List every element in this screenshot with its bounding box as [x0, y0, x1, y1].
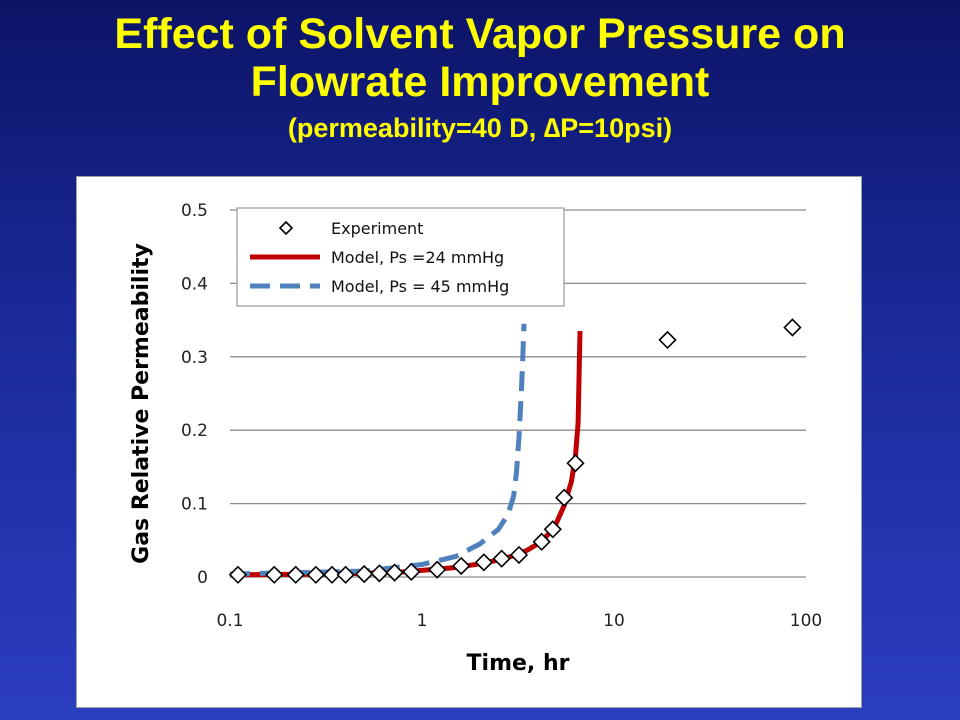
data-point	[322, 565, 342, 584]
data-point	[370, 564, 389, 583]
y-tick-label: 0.2	[181, 421, 208, 441]
y-tick-label: 0.3	[181, 348, 208, 368]
y-tick-label: 0.5	[181, 201, 208, 221]
plot-area	[228, 318, 802, 584]
y-axis-title: Gas Relative Permeability	[129, 243, 154, 564]
data-point	[428, 560, 447, 579]
x-tick-label: 1	[417, 611, 428, 631]
series-line-2	[229, 323, 527, 577]
data-point	[286, 565, 305, 584]
title-subtitle: (permeability=40 D, ∆P=10psi)	[287, 113, 673, 143]
data-point	[265, 565, 284, 584]
x-tick-labels: 0.1 1 10 100	[216, 611, 822, 631]
data-point	[385, 563, 404, 582]
data-point	[306, 565, 325, 584]
title-line-1: Effect of Solvent Vapor Pressure on	[114, 10, 846, 58]
legend-marker	[278, 220, 294, 236]
data-point	[336, 565, 355, 584]
x-tick-label: 10	[603, 611, 625, 631]
data-point	[658, 330, 677, 350]
x-tick-label: 0.1	[216, 611, 243, 631]
legend-label: Experiment	[331, 219, 423, 238]
data-point	[509, 545, 529, 565]
data-point	[228, 565, 248, 584]
legend-label: Model, Ps = 45 mmHg	[331, 277, 509, 296]
y-tick-label: 0	[197, 568, 208, 588]
legend: Experiment Model, Ps =24 mmHg Model, Ps = …	[236, 207, 565, 307]
y-tick-label: 0.1	[181, 495, 208, 515]
chart-panel: 0 0.1 0.2 0.3 0.4 0.5 0.1 1 10 100 Time, hr Gas …	[76, 176, 862, 708]
data-point	[402, 562, 421, 581]
data-point	[566, 454, 585, 473]
legend-label: Model, Ps =24 mmHg	[331, 248, 504, 267]
data-point	[492, 549, 511, 568]
data-point	[543, 520, 562, 539]
y-tick-label: 0.4	[181, 274, 208, 294]
series-line-1	[229, 331, 583, 578]
chart-svg: 0 0.1 0.2 0.3 0.4 0.5 0.1 1 10 100 Time, hr Gas …	[129, 201, 822, 676]
slide-title: Effect of Solvent Vapor Pressure on Flow…	[0, 10, 960, 148]
x-tick-label: 100	[790, 611, 822, 631]
data-point	[474, 553, 493, 572]
title-line-2: Flowrate Improvement	[250, 58, 710, 106]
data-point	[452, 556, 471, 576]
data-point	[355, 564, 374, 584]
x-axis-title: Time, hr	[467, 651, 570, 676]
data-point	[555, 488, 574, 507]
y-tick-labels: 0 0.1 0.2 0.3 0.4 0.5	[181, 201, 208, 588]
data-point	[783, 318, 802, 337]
data-point	[532, 532, 551, 551]
